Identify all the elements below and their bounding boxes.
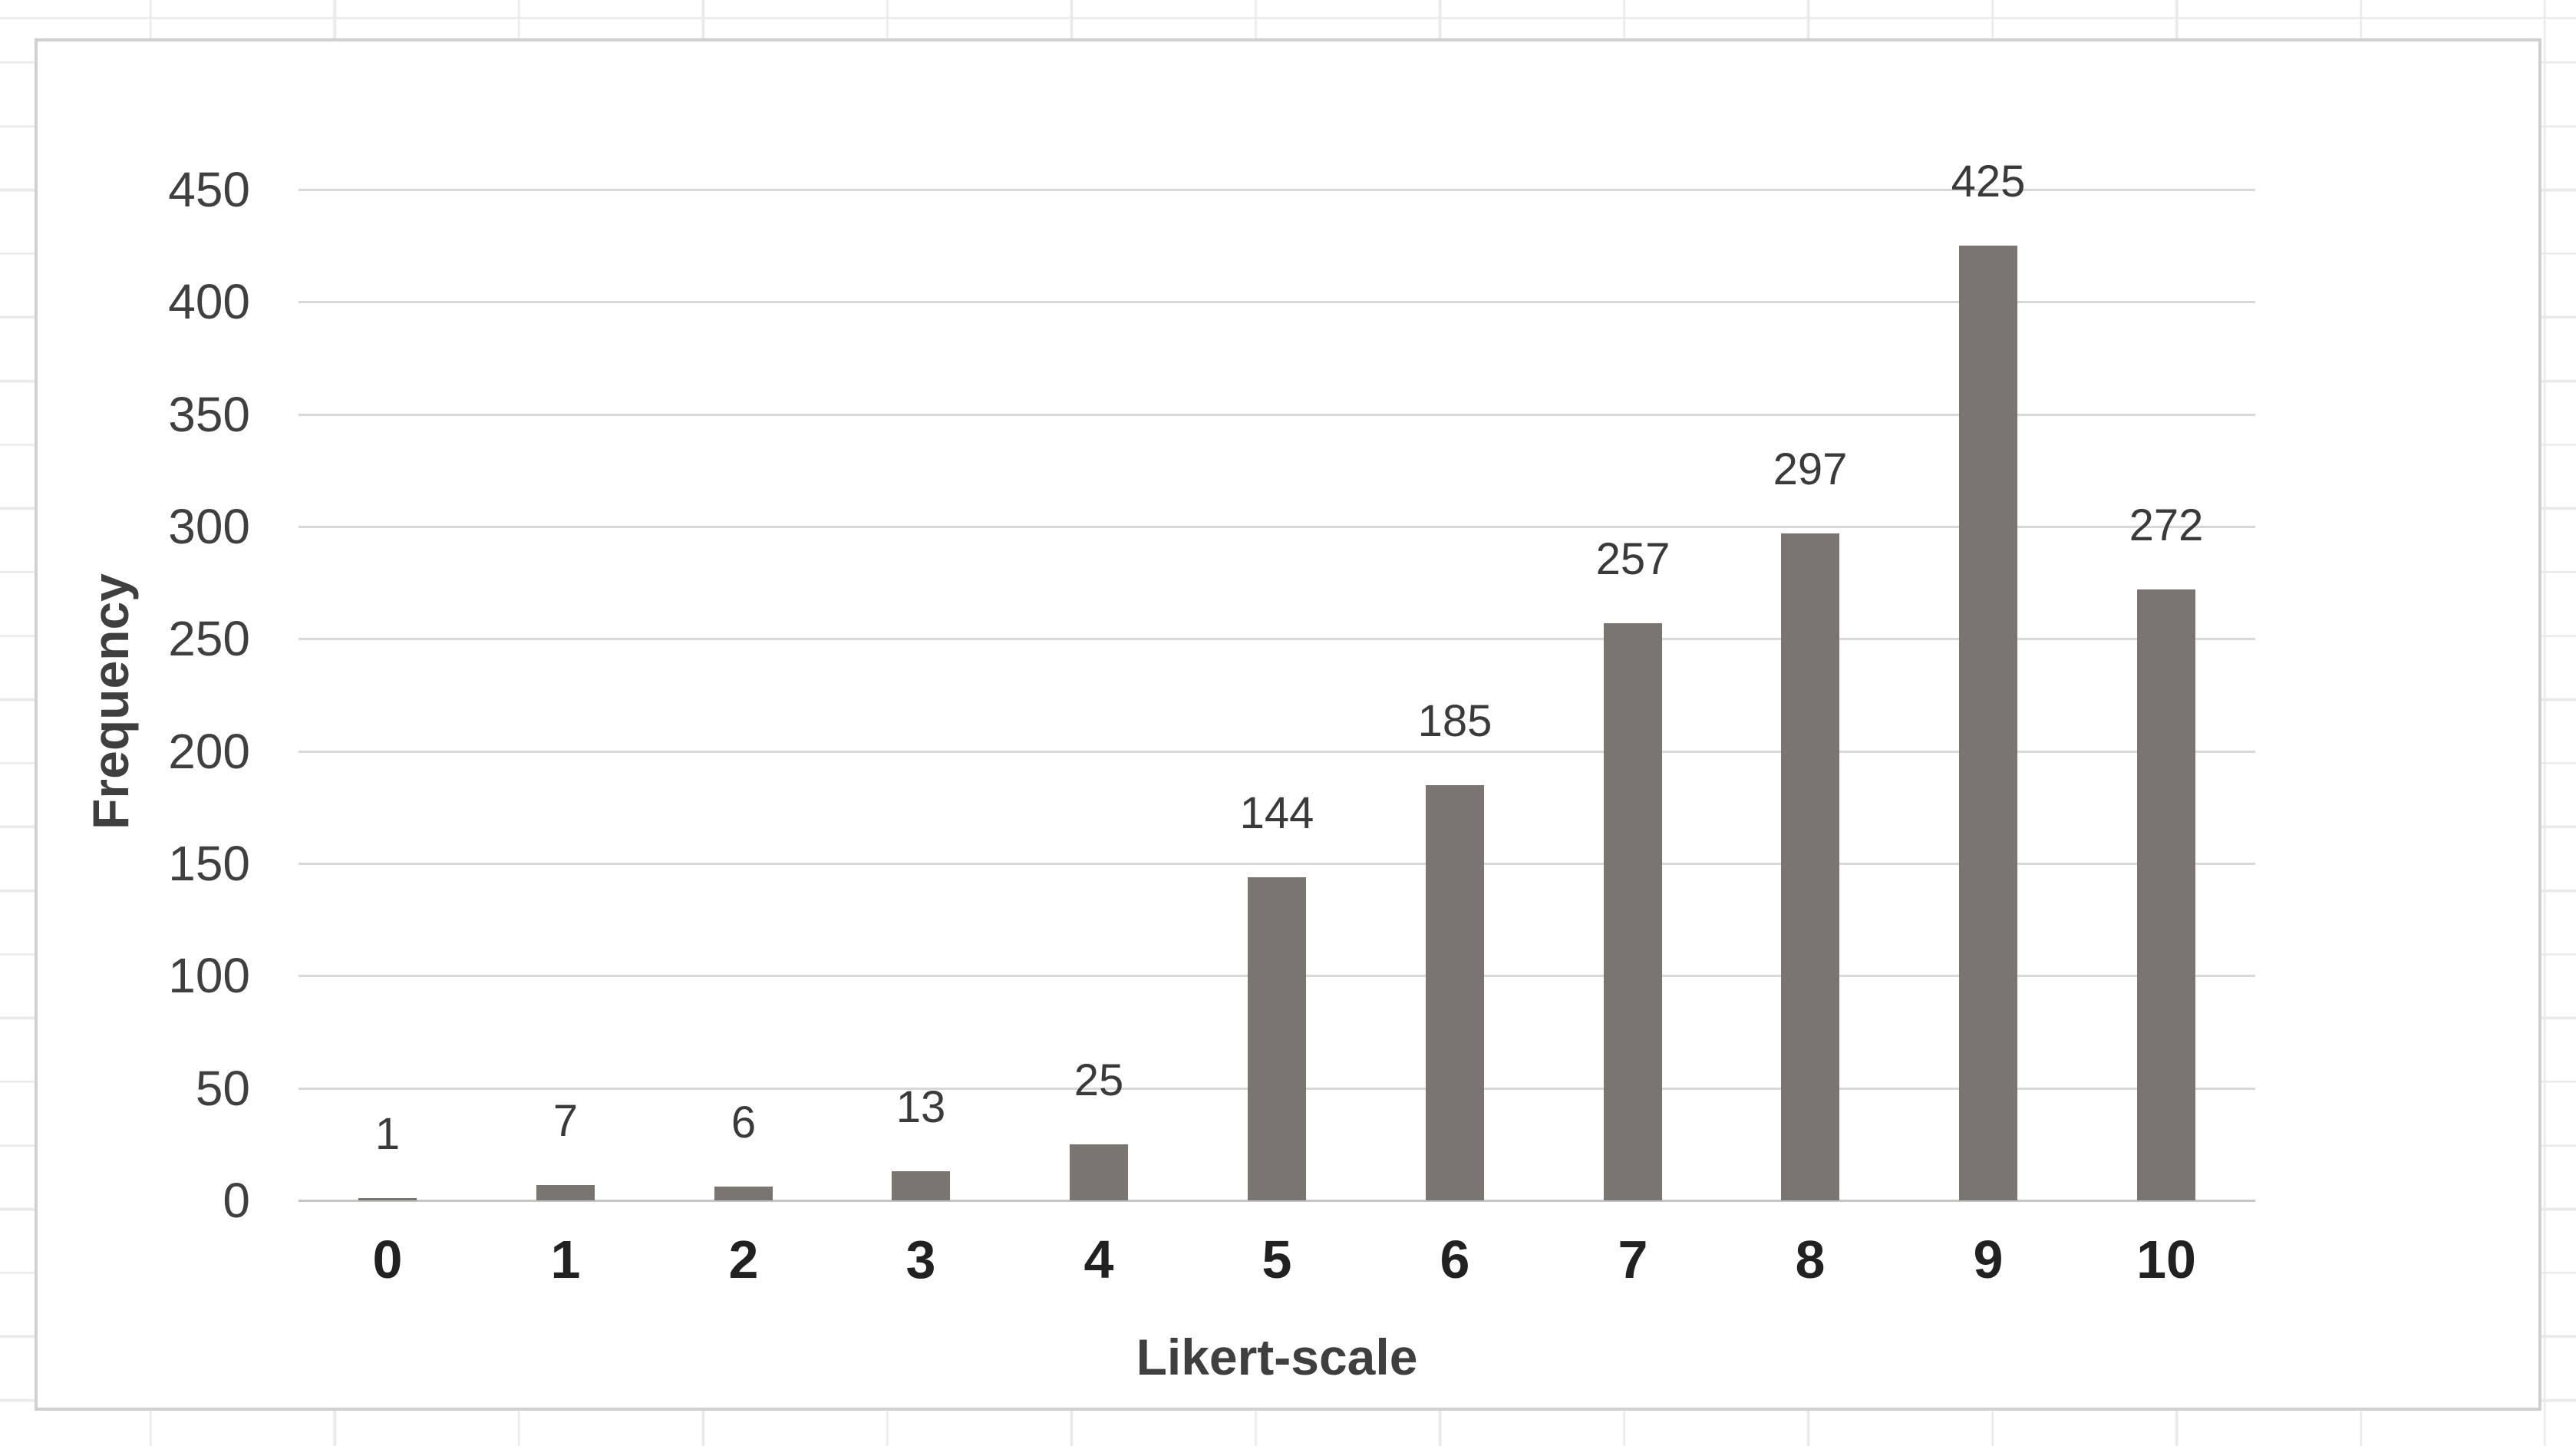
x-tick-label: 10 (2136, 1230, 2196, 1289)
bar[interactable] (1070, 1144, 1128, 1200)
y-axis-title: Frequency (82, 573, 139, 830)
bar-value-label: 272 (2129, 500, 2204, 550)
y-gridline (298, 750, 2255, 753)
y-tick-label: 450 (168, 162, 250, 217)
x-tick-label: 0 (372, 1230, 403, 1289)
x-tick-label: 9 (1973, 1230, 2004, 1289)
x-tick-label: 1 (550, 1230, 581, 1289)
bar-value-label: 257 (1595, 534, 1671, 584)
bar[interactable] (2137, 589, 2195, 1200)
bar[interactable] (358, 1198, 417, 1200)
bar-value-label: 6 (731, 1098, 757, 1147)
y-tick-label: 300 (168, 499, 250, 554)
bar[interactable] (536, 1185, 595, 1200)
bar[interactable] (1426, 785, 1484, 1200)
bar-value-label: 13 (895, 1082, 946, 1132)
y-gridline (298, 638, 2255, 641)
bar-value-label: 25 (1074, 1055, 1124, 1105)
x-tick-label: 7 (1618, 1230, 1648, 1289)
y-tick-label: 150 (168, 836, 250, 891)
bar-value-label: 425 (1951, 157, 2026, 206)
bar[interactable] (892, 1171, 950, 1200)
y-gridline (298, 413, 2255, 416)
y-gridline (298, 301, 2255, 304)
bar[interactable] (1248, 877, 1306, 1200)
x-tick-label: 4 (1084, 1230, 1114, 1289)
bar-value-label: 7 (552, 1096, 579, 1146)
bar-value-label: 185 (1417, 696, 1492, 746)
y-tick-label: 100 (168, 948, 250, 1004)
bar[interactable] (1604, 623, 1662, 1200)
chart-area[interactable]: 0 50 100 150 200 250 300 350 400 450 1 0 7 1 6 2 13 3 25 4 1… (35, 38, 2541, 1411)
bar-value-label: 297 (1773, 444, 1848, 494)
x-tick-label: 3 (905, 1230, 936, 1289)
x-tick-label: 2 (728, 1230, 759, 1289)
y-tick-label: 200 (168, 723, 250, 779)
bar[interactable] (714, 1187, 773, 1200)
y-tick-label: 400 (168, 274, 250, 330)
bar[interactable] (1959, 246, 2017, 1200)
y-gridline (298, 863, 2255, 865)
y-gridline (298, 189, 2255, 191)
x-axis-line (298, 1200, 2255, 1202)
y-gridline (298, 526, 2255, 528)
x-tick-label: 5 (1262, 1230, 1292, 1289)
y-tick-label: 250 (168, 611, 250, 667)
y-tick-label: 0 (223, 1173, 250, 1228)
plot-area: 0 50 100 150 200 250 300 350 400 450 1 0 7 1 6 2 13 3 25 4 1… (38, 41, 2538, 1408)
y-tick-label: 350 (168, 386, 250, 442)
x-axis-title: Likert-scale (1136, 1329, 1418, 1385)
x-tick-label: 6 (1440, 1230, 1470, 1289)
bar[interactable] (1781, 533, 1839, 1200)
bar-value-label: 144 (1239, 788, 1314, 838)
x-tick-label: 8 (1795, 1230, 1826, 1289)
y-tick-label: 50 (195, 1060, 250, 1116)
bar-value-label: 1 (374, 1109, 401, 1159)
